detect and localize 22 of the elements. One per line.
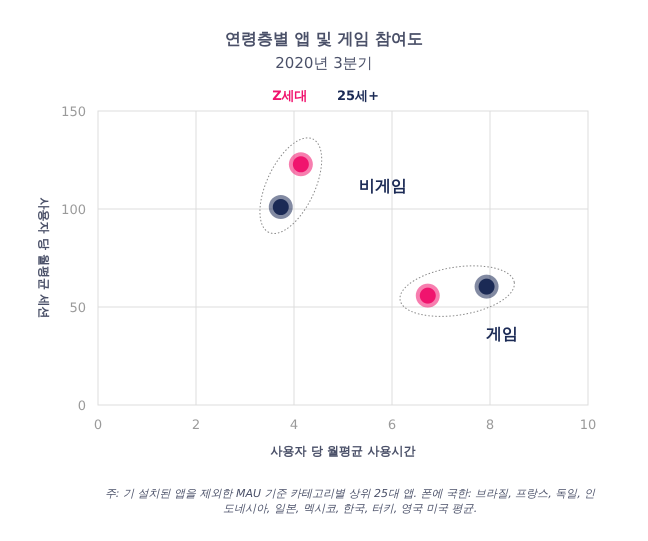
annotation: 게임 <box>486 324 518 343</box>
y-tick-label: 0 <box>78 399 86 414</box>
x-tick-label: 10 <box>580 418 596 433</box>
point <box>416 284 440 308</box>
legend: Z세대 25세+ <box>272 89 379 104</box>
x-axis-title: 사용자 당 월평균 사용시간 <box>270 444 416 458</box>
x-tick-label: 2 <box>192 418 200 433</box>
point <box>288 152 313 176</box>
y-tick-label: 100 <box>61 203 86 218</box>
point <box>474 274 499 299</box>
x-tick-label: 0 <box>94 418 102 433</box>
point <box>268 195 293 220</box>
text: 주: 기 설치된 앱을 제외한 MAU 기준 카테고리별 상위 25대 앱. 폰에 국한: 브라질, 프랑스, 독일, 인도네시아, 일본, 멕시코, 한국, 터키, 영국 미국 평균. <box>104 486 596 516</box>
y-tick-label: 50 <box>69 301 86 316</box>
y-tick-label: 150 <box>61 105 86 120</box>
x-tick-label: 6 <box>388 418 396 433</box>
chart-subtitle: 2020년 3분기 <box>275 54 373 72</box>
x-tick-label: 4 <box>290 418 298 433</box>
annotation: 비게임 <box>359 176 407 195</box>
chart-title: 연령층별 앱 및 게임 참여도 <box>224 29 424 48</box>
y-axis-title: 사용자 당 월평균 세션 <box>37 198 51 318</box>
x-tick-label: 8 <box>486 418 494 433</box>
